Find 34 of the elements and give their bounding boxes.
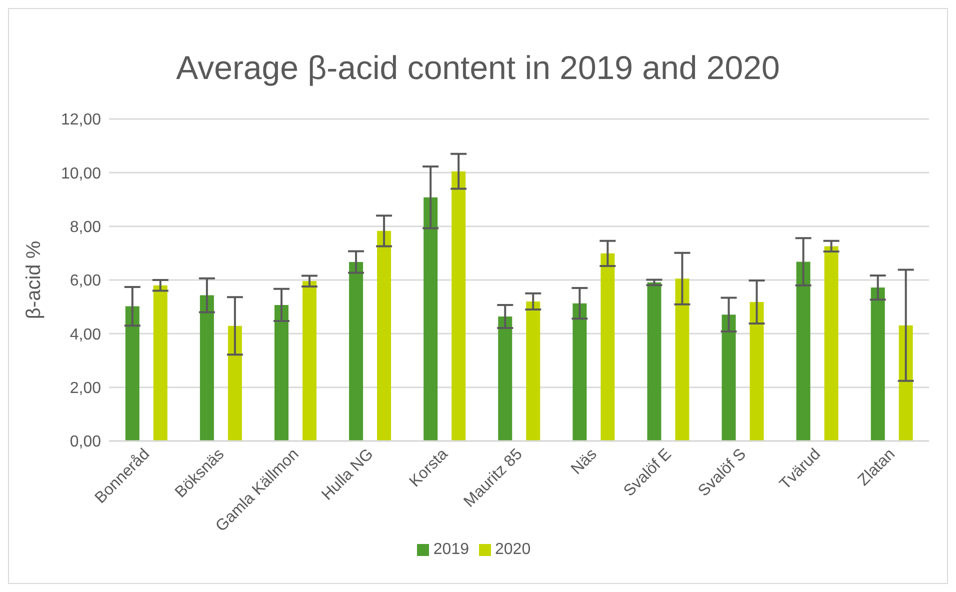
- legend-label: 2020: [495, 541, 531, 558]
- y-tick-label: 12,00: [60, 112, 102, 129]
- bar: [898, 325, 913, 441]
- y-axis-title: β-acid %: [23, 240, 46, 320]
- bar: [274, 304, 288, 441]
- bar: [796, 262, 810, 441]
- bar: [722, 314, 736, 441]
- bar: [125, 306, 140, 441]
- bar: [572, 303, 587, 441]
- bar: [153, 285, 168, 441]
- bar: [302, 281, 316, 441]
- chart-title: Average β-acid content in 2019 and 2020: [175, 49, 781, 88]
- y-tick-label: 4,00: [70, 326, 102, 344]
- bar: [675, 278, 690, 441]
- y-tick-label: 6,00: [70, 272, 102, 290]
- bar: [870, 288, 885, 441]
- bar: [526, 301, 540, 441]
- bar: [600, 253, 615, 441]
- y-tick-label: 10,00: [60, 165, 102, 182]
- y-tick-label: 0,00: [70, 434, 102, 451]
- bar: [498, 316, 512, 441]
- bar: [647, 282, 662, 441]
- bar: [377, 230, 392, 441]
- bar: [200, 295, 214, 441]
- bar: [750, 302, 764, 441]
- bar: [824, 246, 838, 441]
- bar: [452, 171, 466, 441]
- y-tick-label: 8,00: [70, 219, 102, 236]
- y-tick-label: 2,00: [70, 380, 102, 398]
- bar: [228, 326, 242, 441]
- bar: [424, 197, 438, 441]
- x-tick-label: Näs: [568, 446, 600, 478]
- legend-label: 2019: [433, 541, 469, 558]
- bar: [349, 262, 364, 441]
